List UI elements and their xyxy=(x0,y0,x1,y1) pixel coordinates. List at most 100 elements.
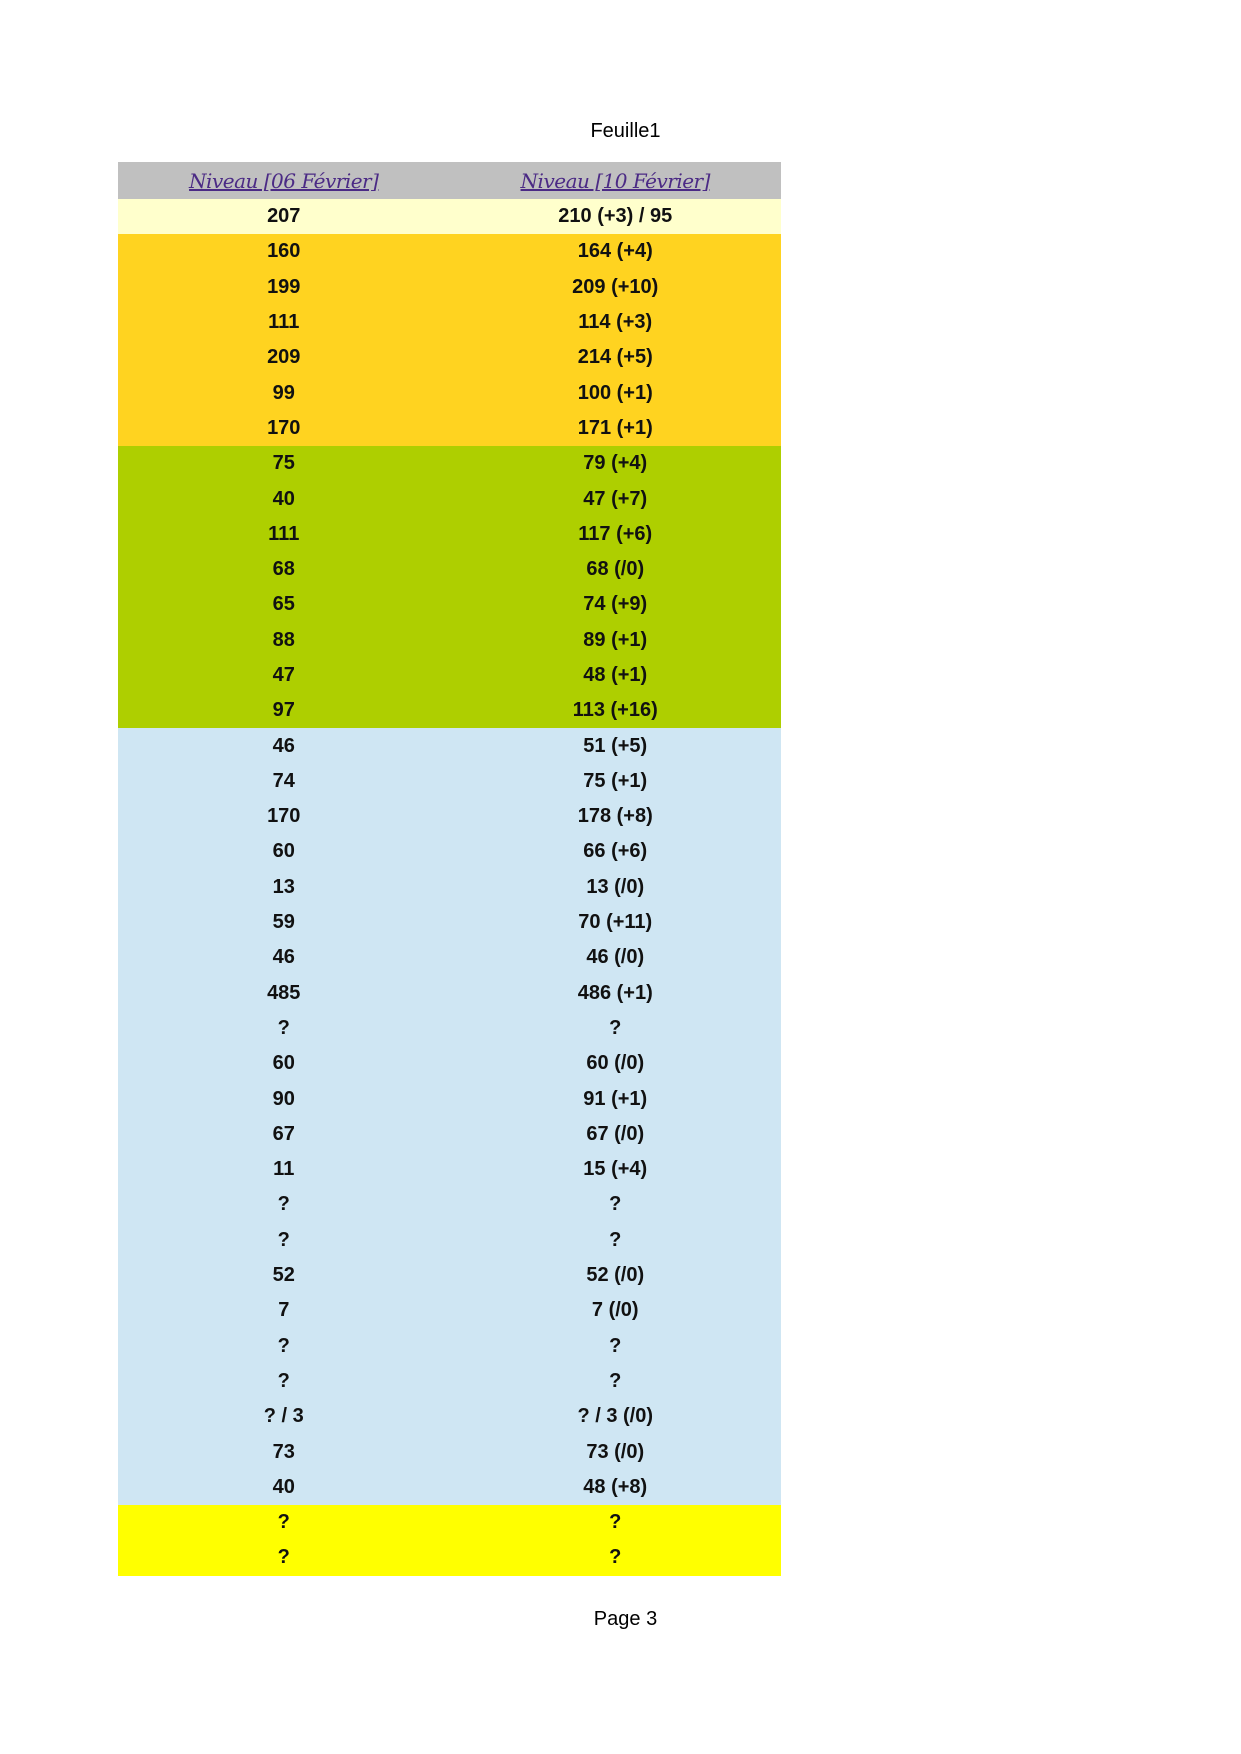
cell-niveau-06-fevrier: 60 xyxy=(272,1052,295,1075)
table-row: 46 46 (/0) xyxy=(118,940,781,976)
page-number: Page 3 xyxy=(593,1608,658,1630)
table-row: 75 79 (+4) xyxy=(118,446,781,482)
table-row: ?? xyxy=(118,1187,781,1223)
cell-niveau-10-fevrier: ? xyxy=(609,1511,622,1534)
cell-niveau-10-fevrier: 100 (+1) xyxy=(577,381,653,404)
cell-niveau-10-fevrier: 73 (/0) xyxy=(586,1440,645,1463)
cell-niveau-10-fevrier: 48 (+8) xyxy=(583,1475,648,1498)
table-row: 160 164 (+4) xyxy=(118,234,781,270)
table-row: 67 67 (/0) xyxy=(118,1116,781,1153)
cell-niveau-10-fevrier: ? xyxy=(609,1369,622,1392)
cell-niveau-10-fevrier: 48 (+1) xyxy=(583,664,648,686)
table-row: 99 100 (+1) xyxy=(118,375,781,411)
table-row: ?? xyxy=(118,1010,781,1047)
cell-niveau-10-fevrier: 210 (+3) / 95 xyxy=(558,205,673,228)
table-row: 13 13 (/0) xyxy=(118,869,781,905)
cell-niveau-06-fevrier: 13 xyxy=(272,875,295,898)
cell-niveau-06-fevrier: 88 xyxy=(272,628,295,651)
cell-niveau-06-fevrier: 40 xyxy=(272,1475,295,1498)
cell-niveau-10-fevrier: 114 (+3) xyxy=(578,311,653,334)
cell-niveau-06-fevrier: 111 xyxy=(268,522,300,545)
cell-niveau-06-fevrier: 209 xyxy=(267,346,301,369)
cell-niveau-10-fevrier: 46 (/0) xyxy=(586,946,645,969)
table-row: 111 114 (+3) xyxy=(118,304,781,341)
cell-niveau-06-fevrier: ? xyxy=(277,1511,290,1534)
cell-niveau-06-fevrier: ? xyxy=(277,1193,290,1216)
cell-niveau-10-fevrier: 164 (+4) xyxy=(577,240,653,263)
table-row: ?? xyxy=(118,1328,781,1364)
cell-niveau-10-fevrier: 51 (+5) xyxy=(583,734,648,757)
cell-niveau-06-fevrier: 46 xyxy=(272,946,295,969)
cell-niveau-10-fevrier: 52 (/0) xyxy=(586,1264,645,1287)
cell-niveau-06-fevrier: 52 xyxy=(272,1264,295,1287)
cell-niveau-10-fevrier: 486 (+1) xyxy=(577,981,653,1004)
cell-niveau-06-fevrier: 7 xyxy=(278,1299,290,1322)
table-body: 207 210 (+3) / 95 160 164 (+4) 199 209 (+10) 1… xyxy=(118,199,781,1576)
cell-niveau-06-fevrier: 207 xyxy=(267,205,301,228)
table-row: ?? xyxy=(118,1363,781,1400)
cell-niveau-10-fevrier: ? xyxy=(609,1193,622,1216)
table-row: 111 117 (+6) xyxy=(118,516,781,552)
table-row: 485 486 (+1) xyxy=(118,975,781,1011)
cell-niveau-06-fevrier: 99 xyxy=(272,381,295,404)
table-row: ?? xyxy=(118,1504,781,1541)
cell-niveau-10-fevrier: 66 (+6) xyxy=(583,840,648,863)
cell-niveau-06-fevrier: 485 xyxy=(267,981,301,1004)
cell-niveau-06-fevrier: ? / 3 xyxy=(263,1405,304,1428)
column-header-10-fevrier: Niveau [10 Février] xyxy=(449,162,781,199)
cell-niveau-10-fevrier: 79 (+4) xyxy=(583,452,648,475)
cell-niveau-10-fevrier: 117 (+6) xyxy=(578,522,653,545)
table-row: ?? xyxy=(118,1222,781,1258)
table-row: 170 178 (+8) xyxy=(118,799,781,835)
cell-niveau-10-fevrier: 47 (+7) xyxy=(583,487,648,510)
cell-niveau-06-fevrier: ? xyxy=(277,1016,290,1039)
table-row: 88 89 (+1) xyxy=(118,622,781,658)
table-row: 199 209 (+10) xyxy=(118,269,781,305)
table-row: 52 52 (/0) xyxy=(118,1257,781,1294)
table-row: 170 171 (+1) xyxy=(118,410,781,447)
cell-niveau-06-fevrier: 170 xyxy=(267,416,301,439)
cell-niveau-10-fevrier: 178 (+8) xyxy=(577,805,653,828)
cell-niveau-06-fevrier: 90 xyxy=(272,1087,295,1110)
cell-niveau-10-fevrier: 7 (/0) xyxy=(591,1299,639,1322)
table-row: 65 74 (+9) xyxy=(118,587,781,623)
cell-niveau-06-fevrier: ? xyxy=(277,1369,290,1392)
cell-niveau-06-fevrier: 65 xyxy=(272,593,295,616)
cell-niveau-10-fevrier: 60 (/0) xyxy=(586,1052,645,1075)
cell-niveau-06-fevrier: 74 xyxy=(272,769,295,792)
cell-niveau-06-fevrier: 170 xyxy=(267,805,301,828)
table-row: ? / 3 ? / 3 (/0) xyxy=(118,1399,781,1435)
table-row: 60 60 (/0) xyxy=(118,1046,781,1082)
cell-niveau-10-fevrier: 74 (+9) xyxy=(583,593,648,616)
table-row: 90 91 (+1) xyxy=(118,1081,781,1117)
cell-niveau-10-fevrier: 214 (+5) xyxy=(577,346,653,369)
cell-niveau-06-fevrier: 160 xyxy=(267,240,301,263)
cell-niveau-10-fevrier: ? xyxy=(609,1546,622,1569)
cell-niveau-10-fevrier: ? xyxy=(609,1016,622,1039)
cell-niveau-06-fevrier: 73 xyxy=(272,1440,295,1463)
cell-niveau-10-fevrier: ? xyxy=(609,1228,622,1251)
cell-niveau-06-fevrier: ? xyxy=(277,1228,290,1251)
cell-niveau-06-fevrier: 11 xyxy=(273,1158,295,1181)
cell-niveau-06-fevrier: 46 xyxy=(272,734,295,757)
cell-niveau-10-fevrier: 113 (+16) xyxy=(572,699,658,722)
table-row: 7 7 (/0) xyxy=(118,1293,781,1329)
table-row: 11 15 (+4) xyxy=(118,1152,781,1188)
cell-niveau-10-fevrier: 15 (+4) xyxy=(583,1158,648,1181)
table-row: 47 48 (+1) xyxy=(118,657,781,694)
table-row: 97 113 (+16) xyxy=(118,693,781,729)
table-row: 73 73 (/0) xyxy=(118,1434,781,1470)
cell-niveau-10-fevrier: 171 (+1) xyxy=(577,416,653,439)
table-row: 46 51 (+5) xyxy=(118,728,781,764)
table-row: 207 210 (+3) / 95 xyxy=(118,199,781,235)
cell-niveau-06-fevrier: 47 xyxy=(272,664,295,686)
table-row: 59 70 (+11) xyxy=(118,904,781,941)
cell-niveau-06-fevrier: 67 xyxy=(272,1122,295,1145)
table-row: 74 75 (+1) xyxy=(118,763,781,800)
sheet-title: Feuille1 xyxy=(590,120,661,142)
table-row: 209 214 (+5) xyxy=(118,340,781,376)
cell-niveau-10-fevrier: 67 (/0) xyxy=(586,1122,645,1145)
table-row: ?? xyxy=(118,1540,781,1576)
cell-niveau-10-fevrier: ? / 3 (/0) xyxy=(577,1405,654,1428)
cell-niveau-10-fevrier: 91 (+1) xyxy=(583,1087,648,1110)
